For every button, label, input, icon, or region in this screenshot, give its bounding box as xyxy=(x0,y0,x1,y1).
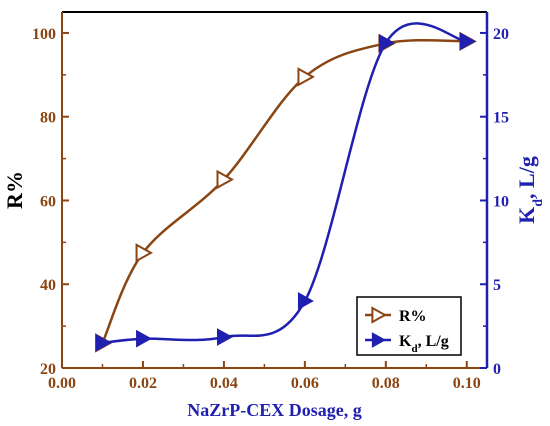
x-tick-label: 0.06 xyxy=(291,375,319,392)
data-point-r-percent xyxy=(297,67,315,87)
legend: R% Kd, L/g xyxy=(356,296,462,356)
y-axis-left-label: R% xyxy=(2,171,27,209)
x-tick-label: 0.04 xyxy=(210,375,238,392)
legend-item-r-percent: R% xyxy=(365,306,427,325)
right-tick-label: 10 xyxy=(493,193,509,210)
legend-label-kd-main: K xyxy=(399,333,412,350)
data-point-kd xyxy=(297,292,314,310)
data-point-kd xyxy=(136,329,152,348)
x-axis: 0.00 0.02 0.04 0.06 0.08 0.10 xyxy=(48,361,481,392)
left-tick-label: 60 xyxy=(40,193,56,210)
legend-marker-kd xyxy=(371,332,387,348)
left-tick-label: 40 xyxy=(40,277,56,294)
right-axis: 0 5 10 15 20 xyxy=(480,26,509,378)
legend-label-kd-sub: d xyxy=(411,343,417,355)
left-axis: 20 40 60 80 100 xyxy=(32,26,69,378)
data-point-kd xyxy=(459,32,476,51)
data-point-kd xyxy=(95,334,112,352)
legend-item-kd: Kd, L/g xyxy=(365,332,449,355)
x-axis-label: NaZrP-CEX Dosage, g xyxy=(187,400,361,420)
data-point-r-percent xyxy=(216,169,234,190)
left-tick-label: 100 xyxy=(32,26,56,43)
data-point-kd xyxy=(378,34,395,52)
legend-label-kd: Kd, L/g xyxy=(399,333,449,355)
y-axis-right-label-rest: , L/g xyxy=(514,156,539,199)
legend-label-kd-rest: , L/g xyxy=(418,333,449,350)
legend-label-r-percent: R% xyxy=(399,308,427,325)
left-tick-label: 80 xyxy=(40,110,56,127)
y-axis-right-label-sub: d xyxy=(531,199,546,207)
right-tick-label: 15 xyxy=(493,110,509,127)
y-axis-right-label-main: K xyxy=(514,207,539,224)
left-tick-label: 20 xyxy=(40,361,56,378)
x-tick-label: 0.00 xyxy=(48,375,76,392)
data-point-r-percent xyxy=(135,243,154,263)
x-tick-label: 0.02 xyxy=(129,375,157,392)
plot-frame xyxy=(61,11,489,369)
series-line-kd xyxy=(102,22,467,345)
series-layer xyxy=(95,22,477,353)
legend-marker-r-percent xyxy=(371,306,388,324)
data-point-kd xyxy=(217,328,233,346)
right-tick-label: 0 xyxy=(493,361,501,378)
right-tick-label: 20 xyxy=(493,26,509,43)
x-tick-label: 0.08 xyxy=(372,375,400,392)
y-axis-right-label: Kd, L/g xyxy=(514,156,546,224)
right-tick-label: 5 xyxy=(493,277,501,294)
x-tick-label: 0.10 xyxy=(453,375,481,392)
